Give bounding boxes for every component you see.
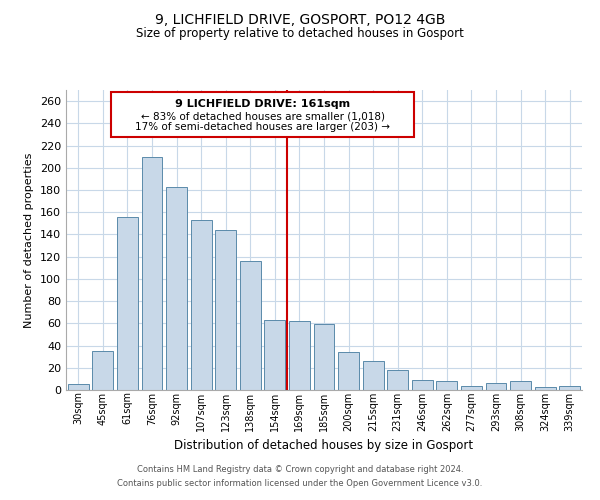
Text: 17% of semi-detached houses are larger (203) →: 17% of semi-detached houses are larger (… xyxy=(135,122,390,132)
Bar xyxy=(510,381,531,390)
Text: Size of property relative to detached houses in Gosport: Size of property relative to detached ho… xyxy=(136,28,464,40)
Text: Contains HM Land Registry data © Crown copyright and database right 2024.
Contai: Contains HM Land Registry data © Crown c… xyxy=(118,466,482,487)
Bar xyxy=(338,352,359,390)
Bar xyxy=(112,92,413,136)
Text: 9, LICHFIELD DRIVE, GOSPORT, PO12 4GB: 9, LICHFIELD DRIVE, GOSPORT, PO12 4GB xyxy=(155,12,445,26)
Bar xyxy=(387,370,408,390)
Bar xyxy=(314,324,334,390)
Text: 9 LICHFIELD DRIVE: 161sqm: 9 LICHFIELD DRIVE: 161sqm xyxy=(175,99,350,109)
Bar xyxy=(215,230,236,390)
Bar xyxy=(117,216,138,390)
Bar xyxy=(166,186,187,390)
Bar xyxy=(436,381,457,390)
Bar xyxy=(265,320,286,390)
Bar xyxy=(362,361,383,390)
Bar xyxy=(559,386,580,390)
Bar xyxy=(68,384,89,390)
Bar xyxy=(535,386,556,390)
Y-axis label: Number of detached properties: Number of detached properties xyxy=(25,152,34,328)
Text: ← 83% of detached houses are smaller (1,018): ← 83% of detached houses are smaller (1,… xyxy=(140,111,385,121)
Bar xyxy=(92,351,113,390)
Bar xyxy=(485,384,506,390)
Bar xyxy=(412,380,433,390)
Bar xyxy=(191,220,212,390)
X-axis label: Distribution of detached houses by size in Gosport: Distribution of detached houses by size … xyxy=(175,439,473,452)
Bar xyxy=(461,386,482,390)
Bar xyxy=(240,261,261,390)
Bar xyxy=(142,156,163,390)
Bar xyxy=(289,321,310,390)
